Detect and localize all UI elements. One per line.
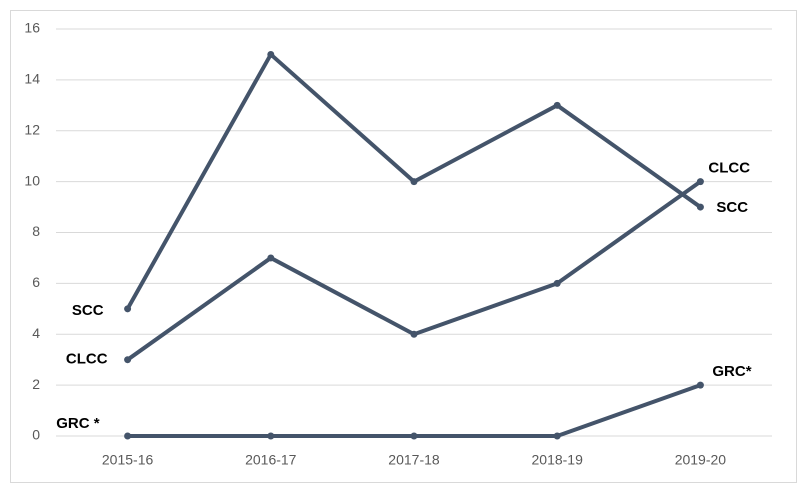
data-point	[696, 203, 704, 211]
y-tick-label: 6	[32, 274, 40, 290]
data-point	[410, 330, 418, 338]
data-point	[410, 432, 418, 440]
x-tick-label: 2016-17	[245, 452, 297, 468]
series-start-label: CLCC	[66, 351, 108, 368]
x-tick-label: 2019-20	[675, 452, 727, 468]
data-point	[267, 432, 275, 440]
y-tick-label: 16	[24, 20, 40, 36]
y-tick-label: 2	[32, 376, 40, 392]
data-point	[553, 101, 561, 109]
series-start-label: GRC *	[56, 415, 100, 432]
data-point	[124, 305, 132, 313]
x-tick-label: 2017-18	[388, 452, 440, 468]
y-tick-label: 0	[32, 427, 40, 443]
data-point	[553, 432, 561, 440]
x-tick-label: 2015-16	[102, 452, 154, 468]
y-tick-label: 8	[32, 223, 40, 239]
y-tick-label: 10	[24, 172, 40, 188]
data-point	[124, 432, 132, 440]
series-start-label: SCC	[72, 302, 104, 319]
y-tick-label: 4	[32, 325, 40, 341]
y-tick-label: 12	[24, 121, 40, 137]
data-point	[410, 178, 418, 186]
data-point	[267, 254, 275, 262]
data-point	[696, 381, 704, 389]
data-point	[124, 356, 132, 364]
data-point	[267, 50, 275, 58]
chart-frame	[10, 10, 797, 483]
data-point	[696, 178, 704, 186]
series-end-label: SCC	[716, 199, 748, 216]
series-end-label: GRC*	[712, 363, 751, 380]
data-point	[553, 279, 561, 287]
y-tick-label: 14	[24, 71, 40, 87]
x-tick-label: 2018-19	[532, 452, 584, 468]
series-end-label: CLCC	[708, 160, 750, 177]
